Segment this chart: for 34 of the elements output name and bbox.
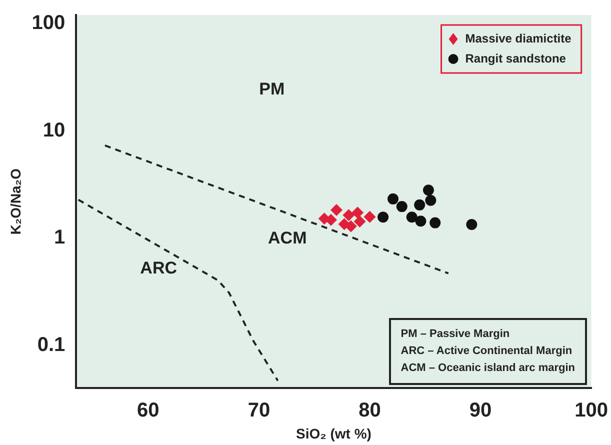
x-tick-label: 90 bbox=[469, 400, 492, 422]
annotation: PM bbox=[259, 79, 285, 98]
annotation: ACM – Oceanic island arc margin bbox=[400, 361, 575, 376]
legend-label: Rangit sandstone bbox=[465, 51, 566, 66]
point bbox=[388, 193, 399, 204]
point bbox=[414, 199, 426, 210]
annotation: PM – Passive Margin bbox=[400, 327, 511, 342]
x-tick-label: 60 bbox=[137, 400, 160, 422]
x-tick-label: 80 bbox=[358, 400, 381, 422]
x-tick-label: 100 bbox=[574, 400, 608, 422]
point bbox=[415, 216, 426, 227]
point bbox=[396, 201, 408, 212]
x-axis-title: SiO₂ (wt %) bbox=[296, 425, 372, 442]
point bbox=[354, 215, 366, 228]
y-tick-label: 100 bbox=[32, 12, 66, 34]
x-tick-label: 70 bbox=[248, 400, 270, 422]
point bbox=[425, 194, 436, 206]
y-axis-title: K₂O/Na₂O bbox=[7, 168, 24, 235]
point bbox=[330, 204, 343, 216]
y-tick-label: 1 bbox=[54, 226, 66, 249]
point bbox=[406, 212, 418, 223]
point bbox=[422, 184, 434, 196]
annotation: ARC bbox=[140, 258, 178, 278]
point bbox=[342, 209, 355, 222]
annotation: ACM bbox=[268, 228, 307, 248]
point bbox=[466, 219, 478, 230]
point bbox=[364, 210, 376, 223]
y-tick-label: 0.1 bbox=[37, 334, 66, 356]
legend-label: Massive diamictite bbox=[465, 31, 572, 46]
point bbox=[378, 212, 389, 223]
point bbox=[430, 217, 441, 228]
point bbox=[352, 206, 364, 219]
y-tick-label: 10 bbox=[42, 119, 66, 142]
annotation: ARC – Active Continental Margin bbox=[400, 344, 574, 359]
